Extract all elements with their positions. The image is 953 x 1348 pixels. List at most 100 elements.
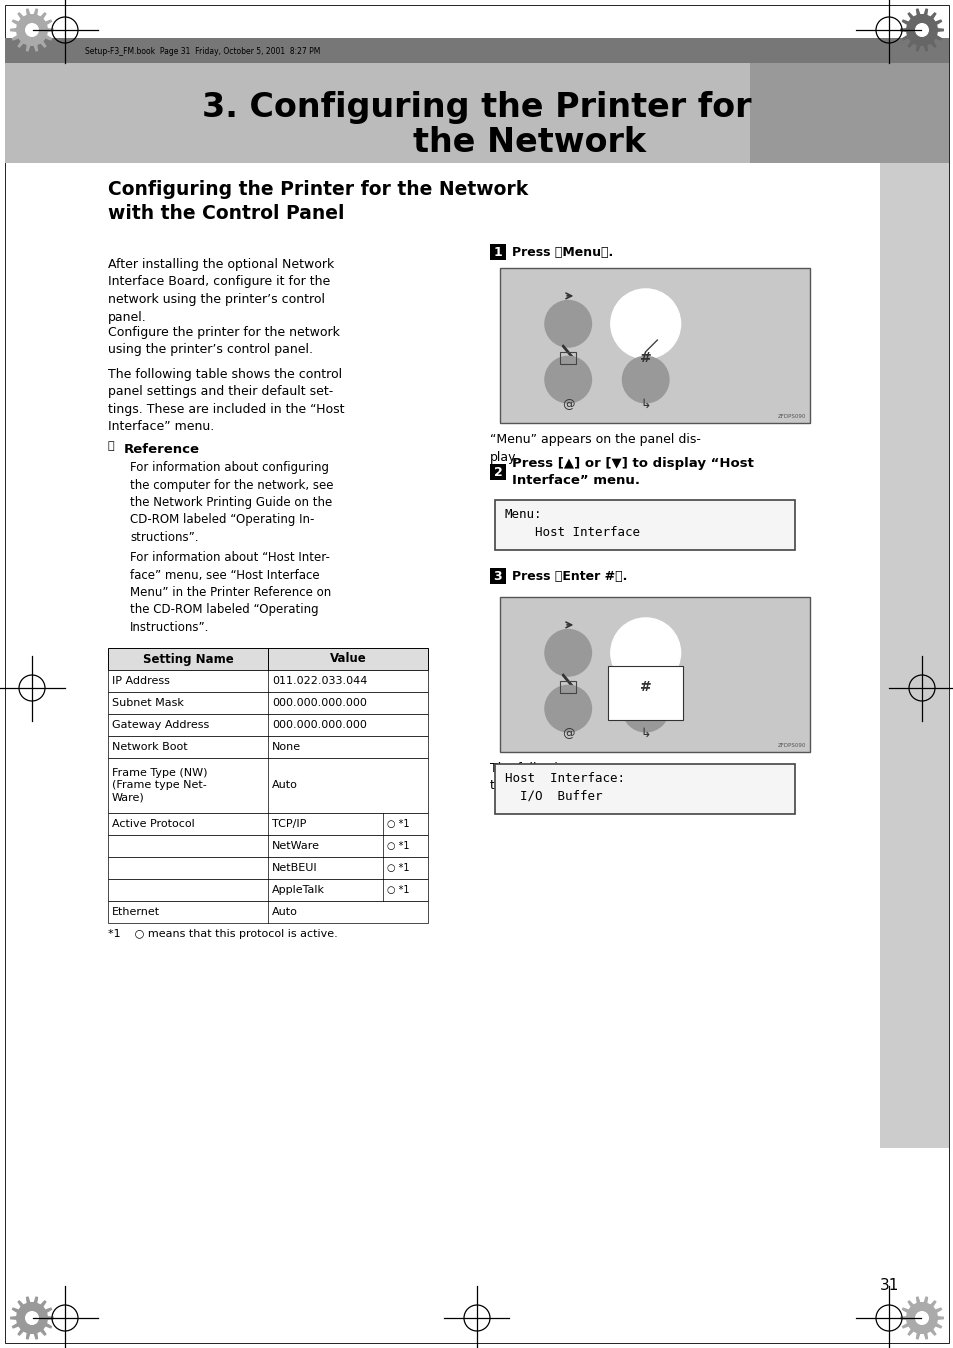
Bar — [490, 244, 505, 260]
Text: ↳: ↳ — [639, 727, 650, 740]
Text: Reference: Reference — [124, 443, 200, 456]
Polygon shape — [45, 1324, 51, 1328]
Bar — [108, 736, 428, 758]
Polygon shape — [18, 1301, 24, 1308]
Text: NetWare: NetWare — [272, 841, 319, 851]
Text: Subnet Mask: Subnet Mask — [112, 698, 184, 708]
Text: Press 【Menu】.: Press 【Menu】. — [512, 245, 613, 259]
Polygon shape — [45, 1308, 51, 1313]
Text: ○ *1: ○ *1 — [387, 863, 409, 874]
Polygon shape — [12, 20, 19, 24]
Polygon shape — [934, 1324, 941, 1328]
Polygon shape — [923, 44, 926, 51]
Polygon shape — [40, 40, 46, 47]
Polygon shape — [934, 35, 941, 40]
Text: 000.000.000.000: 000.000.000.000 — [272, 720, 367, 731]
Text: NetBEUI: NetBEUI — [272, 863, 317, 874]
Circle shape — [17, 1302, 48, 1333]
Text: Configure the printer for the network
using the printer’s control panel.: Configure the printer for the network us… — [108, 326, 339, 356]
Text: Value: Value — [330, 652, 366, 666]
Polygon shape — [902, 20, 908, 24]
Text: Menu:
    Host Interface: Menu: Host Interface — [504, 508, 639, 539]
Text: Host  Interface:
  I∕O  Buffer: Host Interface: I∕O Buffer — [504, 772, 624, 803]
Polygon shape — [907, 1301, 913, 1308]
Polygon shape — [936, 28, 943, 31]
Bar — [499, 268, 809, 423]
Text: *1    ○ means that this protocol is active.: *1 ○ means that this protocol is active. — [108, 929, 337, 940]
Bar — [108, 879, 428, 900]
Polygon shape — [27, 9, 30, 16]
Text: IP Address: IP Address — [112, 675, 170, 686]
Polygon shape — [10, 1317, 17, 1320]
Text: @: @ — [561, 398, 574, 411]
Text: Gateway Address: Gateway Address — [112, 720, 209, 731]
Polygon shape — [45, 35, 51, 40]
Text: For information about configuring
the computer for the network, see
the Network : For information about configuring the co… — [130, 461, 334, 545]
Circle shape — [621, 685, 668, 732]
Circle shape — [544, 301, 591, 346]
Text: 🔑: 🔑 — [108, 441, 114, 452]
Polygon shape — [907, 1329, 913, 1335]
Polygon shape — [27, 1297, 30, 1304]
Polygon shape — [45, 20, 51, 24]
Circle shape — [544, 356, 591, 403]
Polygon shape — [929, 1329, 935, 1335]
Bar — [108, 834, 428, 857]
Text: 3: 3 — [493, 569, 502, 582]
Text: 1: 1 — [493, 245, 502, 259]
Text: ○ *1: ○ *1 — [387, 886, 409, 895]
Circle shape — [905, 1302, 936, 1333]
Polygon shape — [934, 20, 941, 24]
Bar — [108, 900, 428, 923]
Text: ○ *1: ○ *1 — [387, 820, 409, 829]
Circle shape — [610, 288, 679, 359]
Bar — [108, 813, 428, 834]
Polygon shape — [47, 1317, 53, 1320]
Text: 2: 2 — [493, 465, 502, 479]
Circle shape — [544, 630, 591, 677]
Polygon shape — [18, 1329, 24, 1335]
Bar — [108, 714, 428, 736]
Polygon shape — [902, 1324, 908, 1328]
Text: “Menu” appears on the panel dis-
play.: “Menu” appears on the panel dis- play. — [490, 433, 700, 464]
Bar — [5, 63, 948, 163]
Bar — [495, 500, 794, 550]
Text: 3. Configuring the Printer for: 3. Configuring the Printer for — [202, 92, 751, 124]
Text: The following message appears on
the panel display.: The following message appears on the pan… — [490, 762, 707, 793]
Bar — [633, 621, 658, 628]
Polygon shape — [12, 1324, 19, 1328]
Text: Press 【Enter #】.: Press 【Enter #】. — [512, 569, 627, 582]
Polygon shape — [34, 9, 37, 16]
Text: 31: 31 — [880, 1278, 899, 1294]
Circle shape — [26, 24, 38, 36]
Bar — [490, 464, 505, 480]
Polygon shape — [900, 1317, 906, 1320]
Polygon shape — [902, 35, 908, 40]
Bar — [108, 648, 428, 670]
Polygon shape — [929, 13, 935, 19]
Polygon shape — [12, 35, 19, 40]
Polygon shape — [907, 40, 913, 47]
Bar — [633, 293, 658, 299]
Circle shape — [915, 1312, 927, 1324]
Text: #: # — [639, 679, 651, 694]
Polygon shape — [907, 13, 913, 19]
Polygon shape — [929, 1301, 935, 1308]
Text: Ethernet: Ethernet — [112, 907, 160, 917]
Bar — [108, 692, 428, 714]
Text: ↳: ↳ — [639, 398, 650, 411]
Circle shape — [26, 1312, 38, 1324]
Circle shape — [915, 24, 927, 36]
Text: For information about “Host Inter-
face” menu, see “Host Interface
Menu” in the : For information about “Host Inter- face”… — [130, 551, 331, 634]
Text: TCP/IP: TCP/IP — [272, 820, 306, 829]
Polygon shape — [916, 9, 919, 16]
Text: The following table shows the control
panel settings and their default set-
ting: The following table shows the control pa… — [108, 368, 344, 434]
Polygon shape — [923, 1297, 926, 1304]
Circle shape — [610, 617, 679, 687]
Bar — [749, 63, 948, 163]
Text: Setting Name: Setting Name — [143, 652, 233, 666]
Bar — [559, 681, 576, 693]
Polygon shape — [18, 40, 24, 47]
Text: Auto: Auto — [272, 780, 297, 790]
Bar — [108, 670, 428, 692]
